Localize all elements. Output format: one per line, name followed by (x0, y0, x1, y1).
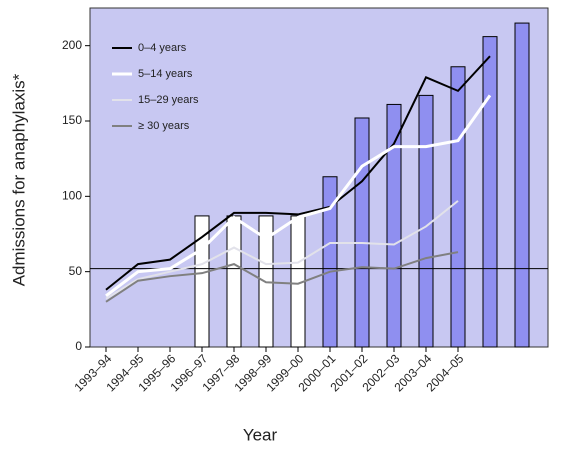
bar (450, 66, 466, 348)
bar (514, 22, 530, 348)
y-tick-label: 50 (69, 264, 83, 278)
bar (418, 94, 434, 348)
y-tick-label: 200 (62, 38, 82, 52)
y-axis-label: Admissions for anaphylaxis* (9, 73, 28, 286)
line-series (105, 55, 491, 291)
bar (482, 36, 498, 348)
bar (194, 215, 210, 348)
y-tick-label: 100 (62, 189, 82, 203)
y-tick-label: 0 (75, 339, 82, 353)
x-axis-label: Year (243, 425, 278, 444)
line-series (105, 251, 459, 303)
legend-label: 15–29 years (138, 94, 199, 106)
legend-label: 0–4 years (138, 42, 187, 54)
bar (386, 103, 402, 348)
line-series (105, 94, 492, 297)
line-series (105, 200, 459, 300)
y-tick-label: 150 (62, 113, 82, 127)
plot-background (89, 7, 549, 348)
bar (354, 117, 370, 348)
bar (226, 215, 242, 348)
legend-label: 5–14 years (138, 68, 193, 80)
legend-label: ≥ 30 years (138, 120, 190, 132)
